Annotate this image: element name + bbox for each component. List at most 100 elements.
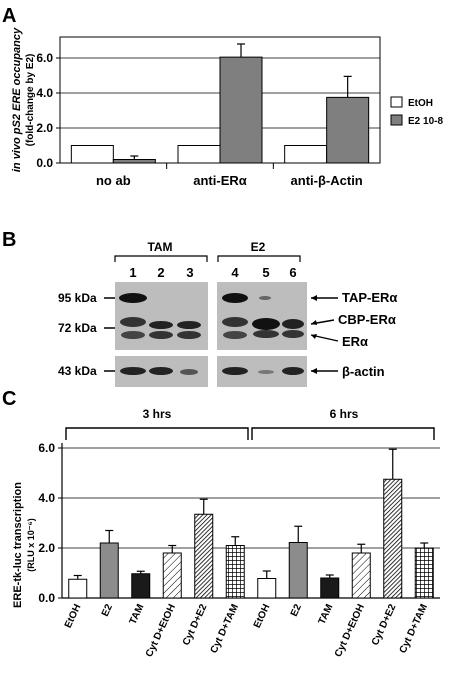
panel-c-ytick-label: 6.0 [38, 441, 55, 455]
panel-c-ytick-label: 0.0 [38, 591, 55, 605]
lane-number: 1 [129, 265, 136, 280]
arrow-head [311, 320, 317, 325]
panel-a-ylabel-line2: (fold-change by E2) [25, 54, 36, 147]
panel-a-ytick-label: 4.0 [36, 86, 53, 100]
panel-c-bar [99, 542, 119, 599]
panel-b-label: B [2, 229, 16, 251]
arrow-head [311, 295, 317, 301]
group-bracket-6hrs [251, 427, 435, 440]
legend-swatch-etoh [390, 96, 403, 108]
panel-c-bar [414, 547, 434, 599]
band-tap-era [222, 293, 248, 303]
legend-label-etoh: EtOH [408, 98, 433, 109]
blot-group-tam-bracket [114, 255, 208, 262]
panel-c-bar [68, 578, 88, 599]
lane-number: 2 [157, 265, 164, 280]
band-cbp-era [252, 318, 280, 330]
panel-c-ylabel-line2: (RLU x 10⁻⁶) [26, 518, 36, 571]
band-beta-actin [258, 370, 274, 374]
panel-c-bar [162, 552, 182, 599]
panel-a-ytick-label: 2.0 [36, 121, 53, 135]
blot-group-e2-label: E2 [251, 240, 266, 254]
band-era [121, 331, 145, 339]
panel-a-category-label: no ab [96, 173, 131, 188]
marker-95kda: 95 kDa [58, 291, 97, 305]
legend-swatch-e2 [390, 114, 403, 126]
lane-number: 5 [262, 265, 269, 280]
group-label-3hrs: 3 hrs [143, 407, 172, 421]
panel-c-category-label: E2 [289, 602, 304, 618]
panel-c-category-label: EtOH [63, 603, 84, 630]
panel-c-category-label: Cyt D+E2 [181, 602, 210, 647]
panel-a-ytick-label: 0.0 [36, 156, 53, 170]
panel-c-ytick-label: 4.0 [38, 491, 55, 505]
band-cbp-era [120, 317, 146, 327]
panel-c-category-label: TAM [128, 603, 147, 627]
band-beta-actin [120, 367, 146, 375]
arrow-head [311, 334, 317, 339]
arrow-head [311, 368, 317, 374]
panel-a-bar [284, 145, 328, 164]
panel-a-category-label: anti-ERα [193, 173, 247, 188]
panel-c-category-label: EtOH [252, 603, 273, 630]
band-cbp-era [177, 321, 201, 329]
panel-c-category-label: Cyt D+TAM [398, 603, 430, 656]
band-beta-actin [180, 369, 198, 375]
panel-c-category-label: Cyt D+TAM [209, 603, 241, 656]
panel-c-category-label: Cyt D+EtOH [333, 603, 367, 659]
panel-c-bar [320, 577, 340, 599]
band-era [177, 331, 201, 339]
blot-upper-e2 [217, 282, 307, 350]
band-tap-era [259, 296, 271, 300]
band-era [282, 330, 304, 338]
panel-c-bar [131, 573, 151, 599]
band-label-tap-era: TAP-ERα [342, 290, 397, 305]
band-cbp-era [149, 321, 173, 329]
band-label-era: ERα [342, 334, 368, 349]
panel-c-bar [257, 578, 277, 599]
band-label-beta-actin: β-actin [342, 364, 385, 379]
panel-a-ylabel-line1: in vivo pS2 ERE occupancy [11, 27, 23, 172]
panel-a-ytick-label: 6.0 [36, 51, 53, 65]
panel-c-bar [383, 478, 403, 599]
band-era [223, 331, 247, 339]
panel-a-bar [219, 56, 263, 164]
band-era [149, 331, 173, 339]
band-tap-era [119, 293, 147, 303]
lane-number: 6 [289, 265, 296, 280]
panel-a-bar [112, 159, 156, 164]
panel-c-category-label: E2 [100, 602, 115, 618]
panel-c-label: C [2, 388, 16, 410]
panel-a-bar [326, 96, 370, 164]
blot-upper-tam [115, 282, 208, 350]
panel-c-chart: ERE-tk-luc transcription (RLU x 10⁻⁶) 3 … [12, 407, 440, 659]
group-label-6hrs: 6 hrs [330, 407, 359, 421]
panel-c-bar [288, 542, 308, 599]
panel-c-bar [225, 545, 245, 599]
panel-a-chart: in vivo pS2 ERE occupancy (fold-change b… [11, 27, 443, 188]
panel-a-bar [70, 145, 114, 164]
panel-a-bar [177, 145, 221, 164]
legend-label-e2: E2 10-8 [408, 116, 443, 127]
band-label-cbp-era: CBP-ERα [338, 312, 396, 327]
blot-group-tam-label: TAM [147, 240, 172, 254]
band-beta-actin [149, 367, 173, 375]
blot-group-e2-bracket [217, 255, 301, 262]
panel-c-bar [194, 513, 214, 599]
group-bracket-3hrs [65, 427, 249, 440]
band-beta-actin [282, 367, 304, 375]
band-era [253, 330, 279, 338]
panel-c-category-label: Cyt D+EtOH [144, 603, 178, 659]
panel-c-category-label: TAM [317, 603, 336, 627]
marker-43kda: 43 kDa [58, 364, 97, 378]
lane-number: 4 [231, 265, 239, 280]
band-cbp-era [282, 319, 304, 329]
panel-a-label: A [2, 5, 16, 27]
panel-b-blot: TAM E2 1 2 3 4 5 6 [58, 240, 397, 387]
panel-c-bar [351, 552, 371, 599]
panel-c-ylabel-line1: ERE-tk-luc transcription [12, 482, 24, 608]
lane-number: 3 [186, 265, 193, 280]
band-cbp-era [222, 317, 248, 327]
panel-c-ytick-label: 2.0 [38, 541, 55, 555]
